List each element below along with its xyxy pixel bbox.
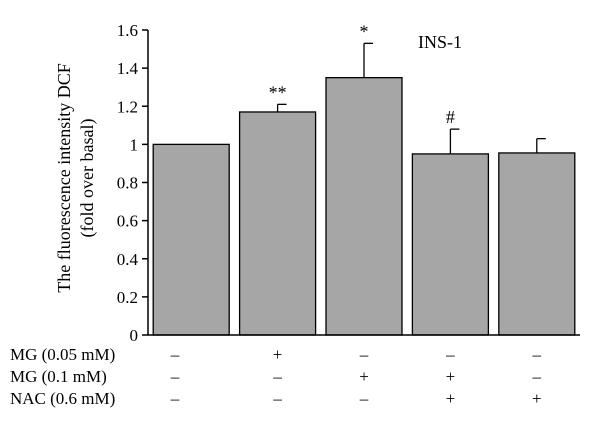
y-tick-label: 1.2 <box>117 97 138 116</box>
condition-symbol: + <box>532 389 542 408</box>
condition-symbol: – <box>532 345 542 364</box>
condition-symbol: + <box>446 367 456 386</box>
significance-mark: ** <box>269 82 287 102</box>
condition-table: MG (0.05 mM) – + – – – MG (0.1 mM) – – + + – NAC (0.… <box>10 345 542 408</box>
condition-symbol: – <box>170 367 180 386</box>
y-tick-label: 1.6 <box>117 21 138 40</box>
significance-marks: ***# <box>269 21 455 127</box>
y-axis-title: The fluorescence intensity DCF (fold ove… <box>54 63 98 292</box>
condition-symbol: – <box>445 345 455 364</box>
chart-annotation: INS-1 <box>418 32 462 52</box>
condition-symbol: + <box>359 367 369 386</box>
y-tick-label: 1 <box>130 135 139 154</box>
y-tick-label: 0.2 <box>117 288 138 307</box>
condition-symbol: + <box>446 389 456 408</box>
bar <box>152 143 230 336</box>
bar <box>325 77 403 336</box>
y-tick-label: 0 <box>130 326 139 345</box>
condition-symbol: – <box>272 367 282 386</box>
y-tick-label: 0.6 <box>117 212 138 231</box>
condition-symbol: + <box>273 345 283 364</box>
condition-symbol: – <box>170 345 180 364</box>
y-tick-label: 0.4 <box>117 250 139 269</box>
condition-symbol: – <box>532 367 542 386</box>
significance-mark: * <box>360 21 369 41</box>
bar <box>238 111 317 336</box>
y-axis-title-line1: The fluorescence intensity DCF <box>54 63 74 292</box>
bar <box>411 153 490 336</box>
y-tick-label: 0.8 <box>117 174 138 193</box>
condition-label: MG (0.1 mM) <box>10 367 107 386</box>
condition-symbol: – <box>170 389 180 408</box>
condition-label: NAC (0.6 mM) <box>10 389 115 408</box>
condition-symbol: – <box>359 389 369 408</box>
condition-symbol: – <box>272 389 282 408</box>
bars <box>152 77 576 336</box>
error-bars <box>276 42 546 154</box>
bar <box>498 152 576 336</box>
condition-label: MG (0.05 mM) <box>10 345 115 364</box>
significance-mark: # <box>446 107 455 127</box>
y-tick-label: 1.4 <box>117 59 139 78</box>
y-axis-ticks: 0 0.2 0.4 0.6 0.8 1 1.2 1.4 1.6 <box>117 21 148 345</box>
condition-symbol: – <box>359 345 369 364</box>
y-axis-title-line2: (fold over basal) <box>77 119 98 238</box>
